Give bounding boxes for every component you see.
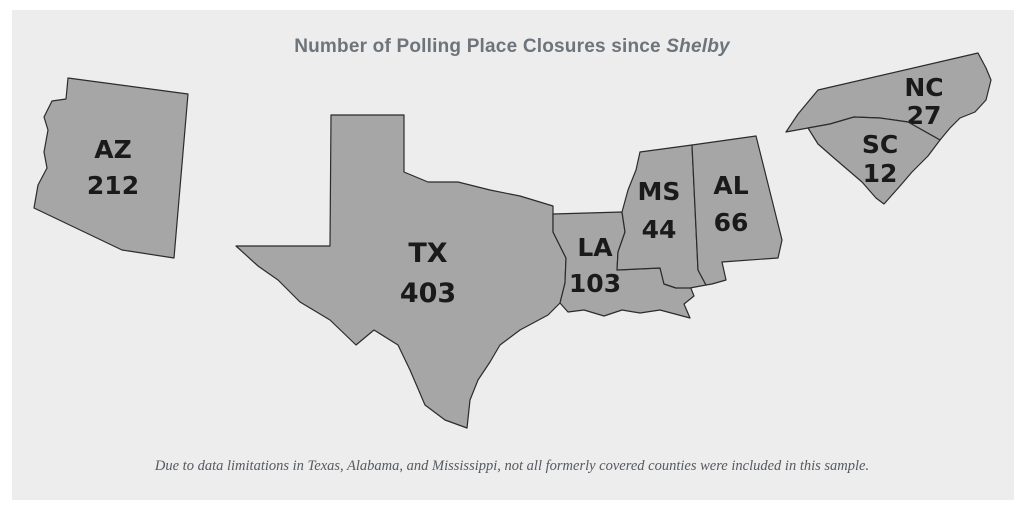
state-value-la: 103 [569,269,621,298]
state-la: LA 103 [552,211,695,319]
state-abbr-la: LA [577,233,613,262]
state-abbr-ms: MS [638,177,681,206]
title-text: Number of Polling Place Closures since [294,36,667,57]
state-abbr-az: AZ [94,135,131,164]
state-sc: SC 12 [807,116,941,205]
state-az: AZ 212 [33,77,189,259]
state-value-al: 66 [714,208,749,237]
state-value-az: 212 [87,171,139,200]
title-emphasis: Shelby [666,36,730,57]
state-shape-sc [807,116,941,205]
state-abbr-tx: TX [408,238,447,269]
state-abbr-al: AL [713,171,748,200]
footnote: Due to data limitations in Texas, Alabam… [154,458,870,474]
state-al: AL 66 [691,135,783,286]
state-shape-tx [235,114,567,429]
map-title: Number of Polling Place Closures since S… [0,36,1024,58]
state-shape-az [33,77,189,259]
state-nc: NC 27 [785,52,992,141]
state-abbr-sc: SC [862,130,898,159]
state-value-ms: 44 [642,215,677,244]
state-shape-al [691,135,783,286]
state-tx: TX 403 [235,114,567,429]
state-ms: MS 44 [616,144,707,289]
state-value-tx: 403 [400,278,456,309]
state-value-sc: 12 [863,159,898,188]
state-abbr-nc: NC [904,73,943,102]
